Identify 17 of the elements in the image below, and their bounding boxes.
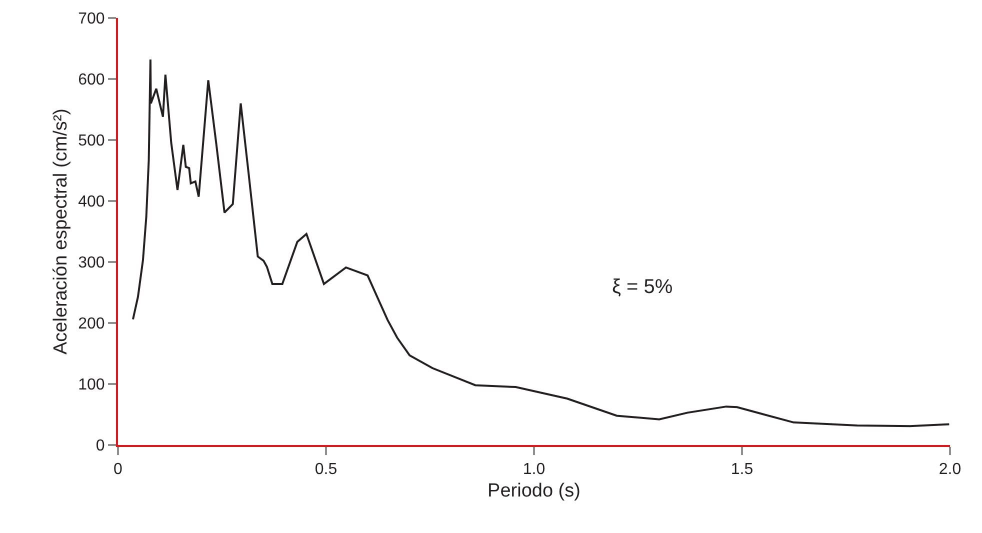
y-tick-label: 400 bbox=[78, 194, 105, 211]
y-tick-label: 200 bbox=[78, 316, 105, 333]
y-tick-label: 300 bbox=[78, 254, 105, 272]
annotation: ξ = 5% bbox=[612, 276, 673, 298]
x-tick-label: 0 bbox=[114, 461, 123, 478]
y-tick-label: 700 bbox=[78, 10, 105, 28]
x-tick-label: 1.5 bbox=[730, 461, 754, 478]
x-tick-label: 0.5 bbox=[314, 461, 338, 478]
x-axis-title: Periodo (s) bbox=[488, 480, 580, 502]
x-tick-label: 2.0 bbox=[938, 461, 962, 478]
y-axis-title: Aceleración espectral (cm/s²) bbox=[50, 108, 72, 355]
y-tick-label: 500 bbox=[78, 132, 105, 150]
y-tick-label: 100 bbox=[78, 376, 105, 394]
line-series bbox=[132, 58, 950, 428]
y-tick-label: 0 bbox=[96, 438, 105, 455]
y-tick-label: 600 bbox=[78, 72, 105, 89]
x-tick-label: 1.0 bbox=[522, 461, 546, 478]
